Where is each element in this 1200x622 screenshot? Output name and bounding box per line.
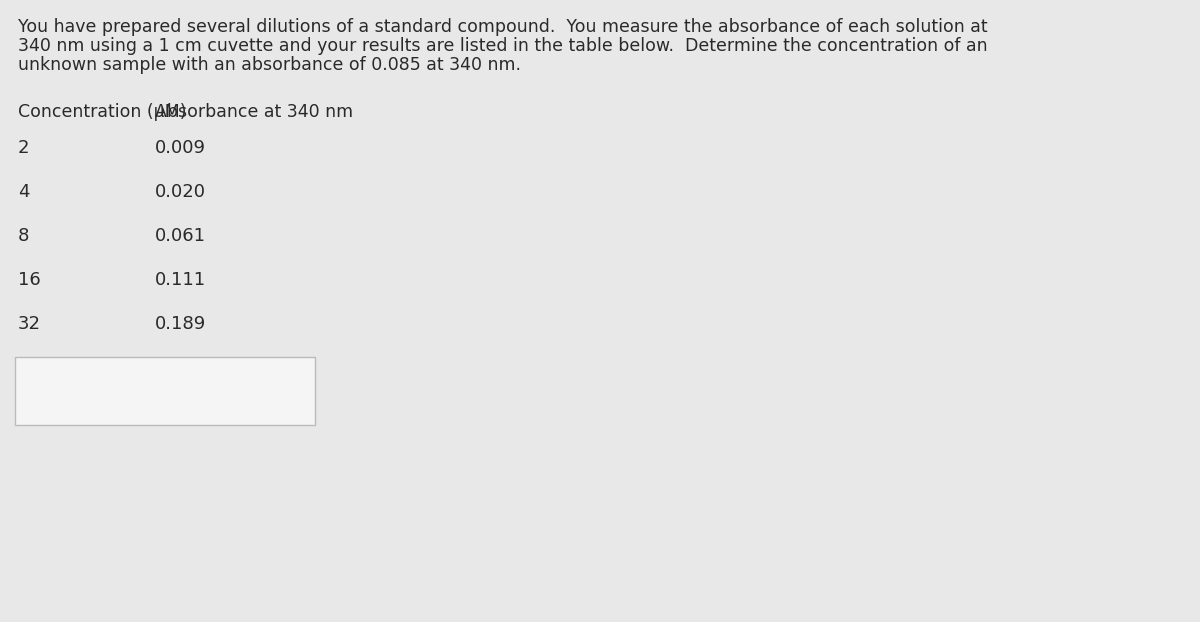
Text: 0.111: 0.111 xyxy=(155,271,206,289)
Text: unknown sample with an absorbance of 0.085 at 340 nm.: unknown sample with an absorbance of 0.0… xyxy=(18,56,521,74)
Text: 0.009: 0.009 xyxy=(155,139,206,157)
Text: Absorbance at 340 nm: Absorbance at 340 nm xyxy=(155,103,353,121)
Text: 0.061: 0.061 xyxy=(155,227,206,245)
Text: 32: 32 xyxy=(18,315,41,333)
Text: Concentration (μM): Concentration (μM) xyxy=(18,103,186,121)
Text: 0.189: 0.189 xyxy=(155,315,206,333)
Text: 4: 4 xyxy=(18,183,30,201)
Text: 2: 2 xyxy=(18,139,30,157)
Text: 16: 16 xyxy=(18,271,41,289)
FancyBboxPatch shape xyxy=(14,357,314,425)
Text: 340 nm using a 1 cm cuvette and your results are listed in the table below.  Det: 340 nm using a 1 cm cuvette and your res… xyxy=(18,37,988,55)
Text: 8: 8 xyxy=(18,227,29,245)
Text: 0.020: 0.020 xyxy=(155,183,206,201)
Text: You have prepared several dilutions of a standard compound.  You measure the abs: You have prepared several dilutions of a… xyxy=(18,18,988,36)
